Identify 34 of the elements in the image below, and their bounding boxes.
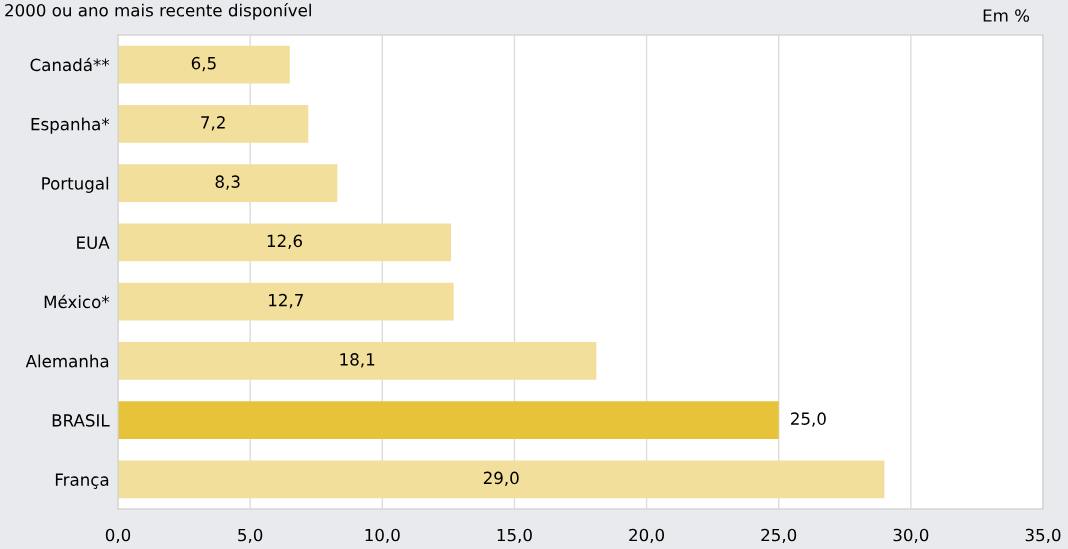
y-tick-label: Portugal: [42, 176, 109, 193]
y-tick-label: Alemanha: [25, 354, 109, 368]
y-tick-label: EUA: [77, 236, 110, 249]
y-tick-label: México*: [44, 294, 110, 309]
y-tick-label: Canadá**: [30, 57, 110, 72]
data-label: 12,6: [267, 234, 303, 249]
x-tick-label: 5,0: [238, 528, 263, 544]
bar: [118, 223, 451, 262]
x-tick-label: 30,0: [893, 528, 929, 544]
x-tick-label: 25,0: [761, 528, 797, 544]
y-tick-label: Espanha*: [31, 117, 110, 134]
bar: [118, 282, 454, 321]
data-label: 25,0: [791, 412, 826, 427]
text: Em %: [983, 9, 1030, 22]
data-label: 12,7: [269, 293, 303, 309]
x-tick-label: 15,0: [497, 528, 532, 544]
chart-title: 2000 ou ano mais recente disponível: [5, 3, 311, 20]
bar: [118, 45, 290, 84]
data-label: 29,0: [483, 471, 519, 486]
bar: [118, 164, 338, 203]
bar: [118, 104, 309, 143]
data-label: 8,3: [215, 175, 240, 190]
bar: [118, 460, 885, 499]
x-tick-label: 10,0: [365, 528, 400, 544]
y-tick-label: BRASIL: [52, 414, 110, 427]
x-tick-label: 35,0: [1025, 528, 1061, 544]
x-tick-label: 20,0: [629, 528, 665, 544]
data-label: 6,5: [191, 56, 216, 72]
bar: [118, 401, 779, 440]
data-label: 18,1: [340, 353, 375, 368]
y-tick-label: França: [55, 473, 109, 489]
x-tick-label: 0,0: [105, 528, 131, 544]
data-label: 7,2: [201, 116, 225, 131]
bar: [118, 341, 597, 380]
